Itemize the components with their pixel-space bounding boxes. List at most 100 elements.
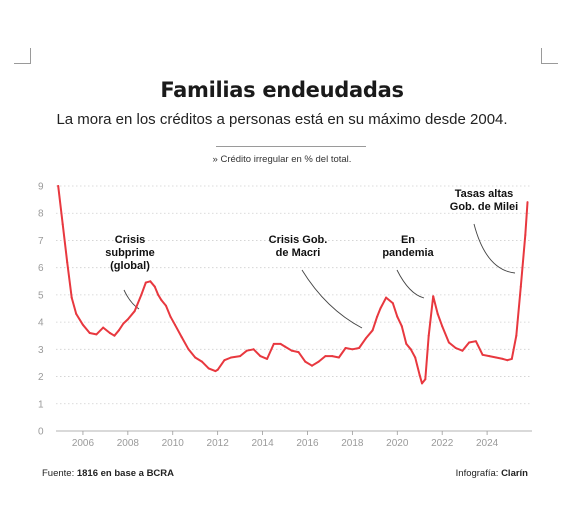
data-point [424,378,427,381]
data-point [214,370,217,373]
y-tick-label: 2 [38,372,44,383]
data-point [88,332,91,334]
crop-mark-right-horizontal [541,63,558,64]
annotation-line: pandemia [382,247,434,259]
data-point [418,374,421,377]
data-point [230,356,233,359]
data-point [117,329,120,332]
source-text: 1816 en base a BCRA [76,468,175,479]
data-point [61,223,64,226]
data-point [160,299,163,302]
data-point [75,312,78,315]
x-axis-ticks: 2006 2008 2010 2012 2014 2016 2018 2020 2022 2024 [72,431,499,449]
series-line [57,185,529,385]
data-point [371,329,374,332]
data-point [324,355,327,358]
data-point [252,348,255,351]
data-point [405,342,408,345]
y-tick-label: 6 [38,263,44,274]
annotation-line: Tasas altas [455,188,514,200]
data-point [461,349,464,352]
annotation-label: Crisis subprime (global) [105,234,155,272]
data-point [122,322,125,325]
x-tick-label: 2012 [207,438,230,449]
data-point [311,364,313,367]
credit-text: Clarín [501,468,528,479]
data-point [284,345,286,348]
data-point [157,293,160,296]
data-point [454,347,457,349]
data-point [515,334,518,337]
note-divider [216,146,366,147]
data-point [506,359,509,362]
data-point [144,281,147,284]
series-layer [57,185,529,385]
annotation-line: de Macri [276,247,321,259]
gridlines [56,185,532,432]
y-tick-label: 1 [38,399,44,410]
y-tick-label: 8 [38,209,44,220]
x-tick-label: 2022 [431,438,454,449]
data-point [194,356,197,359]
x-tick-label: 2018 [341,438,364,449]
data-point [169,315,172,318]
annotation-label: Tasas altas Gob. de Milei [450,188,518,213]
x-tick-label: 2024 [476,438,499,449]
annotation-line: Gob. de Milei [450,201,518,213]
data-point [331,355,334,358]
data-point [57,185,60,187]
data-point [481,353,484,356]
annotation-line: Crisis [115,234,146,246]
data-point [400,325,403,328]
annotation-label: En pandemia [382,234,434,259]
x-tick-label: 2006 [72,438,95,449]
data-point [297,351,300,354]
data-point [519,285,522,288]
data-point [266,357,269,360]
data-point [376,315,379,318]
chart-note: » Crédito irregular en % del total. [212,154,352,165]
data-point [414,356,417,359]
data-point [488,355,491,358]
data-point [474,340,477,343]
data-point [432,295,435,298]
data-point [180,336,183,339]
infographic-credit: Infografía: Clarín [456,468,528,479]
crop-mark-left-horizontal [14,63,31,64]
data-point [436,312,439,315]
data-point [113,334,116,337]
data-point [272,342,275,345]
data-point [358,347,361,349]
data-point [391,302,394,305]
data-point [239,355,242,358]
annotation-leader [473,223,516,274]
data-point [524,234,527,236]
y-tick-label: 5 [38,290,44,301]
data-point [337,356,340,359]
data-point [165,304,167,307]
data-point [70,296,73,299]
x-tick-label: 2016 [296,438,319,449]
data-point [447,341,450,344]
y-tick-label: 0 [38,427,44,438]
x-tick-label: 2010 [162,438,185,449]
data-point [317,360,320,363]
data-point [245,349,248,352]
data-point [379,307,382,310]
crop-mark-left-vertical [30,48,31,64]
y-axis-ticks: 0 1 2 3 4 5 6 7 8 9 [38,182,44,438]
data-point [364,337,367,340]
data-point [102,326,105,329]
annotation-line: Crisis Gob. [269,234,328,246]
annotation-line: subprime [105,247,155,259]
data-point [140,293,143,296]
data-point [409,348,412,351]
crop-mark-right-vertical [541,48,542,64]
annotation-label: Crisis Gob. de Macri [269,234,328,259]
data-point [351,348,354,351]
annotation-leader [396,269,425,299]
chart-subtitle: La mora en los créditos a personas está … [56,111,508,128]
data-point [344,347,347,349]
data-point [149,280,152,283]
annotations: Crisis subprime (global) Crisis Gob. de Macr… [105,188,518,272]
